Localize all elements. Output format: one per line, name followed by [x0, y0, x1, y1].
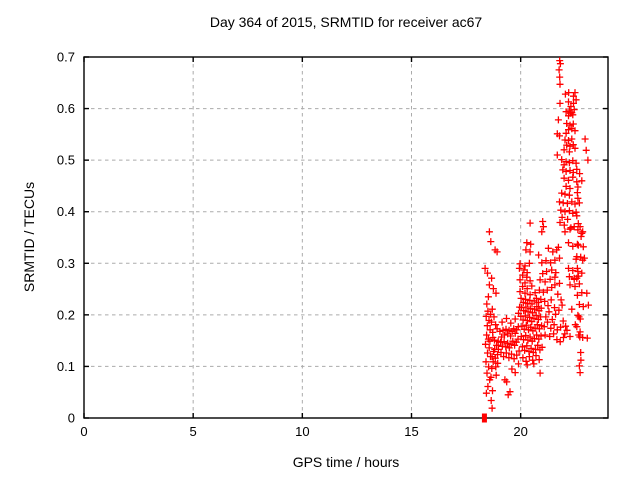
y-axis-label: SRMTID / TECUs — [21, 181, 37, 293]
x-axis-label: GPS time / hours — [292, 454, 400, 470]
x-tick-label: 15 — [404, 424, 418, 439]
y-tick-label: 0.1 — [57, 359, 75, 374]
y-tick-label: 0.5 — [57, 153, 75, 168]
y-tick-labels: 0 0.1 0.2 0.3 0.4 0.5 0.6 0.7 — [57, 50, 75, 426]
x-tick-label: 10 — [295, 424, 309, 439]
y-tick-label: 0.7 — [57, 50, 75, 65]
grid-lines — [84, 57, 608, 418]
scatter-points — [481, 57, 592, 412]
y-tick-label: 0 — [68, 411, 75, 426]
y-tick-label: 0.4 — [57, 204, 75, 219]
x-tick-label: 20 — [513, 424, 527, 439]
x-tick-labels: 0 5 10 15 20 — [80, 424, 528, 439]
plot-frame — [83, 56, 609, 419]
tick-marks — [83, 56, 608, 419]
filled-square-marker — [481, 413, 487, 423]
y-tick-label: 0.3 — [57, 256, 75, 271]
chart-title: Day 364 of 2015, SRMTID for receiver ac6… — [209, 14, 483, 30]
x-tick-label: 5 — [190, 424, 197, 439]
y-tick-label: 0.6 — [57, 101, 75, 116]
y-tick-label: 0.2 — [57, 307, 75, 322]
x-tick-label: 0 — [80, 424, 87, 439]
plus-markers — [481, 57, 592, 412]
